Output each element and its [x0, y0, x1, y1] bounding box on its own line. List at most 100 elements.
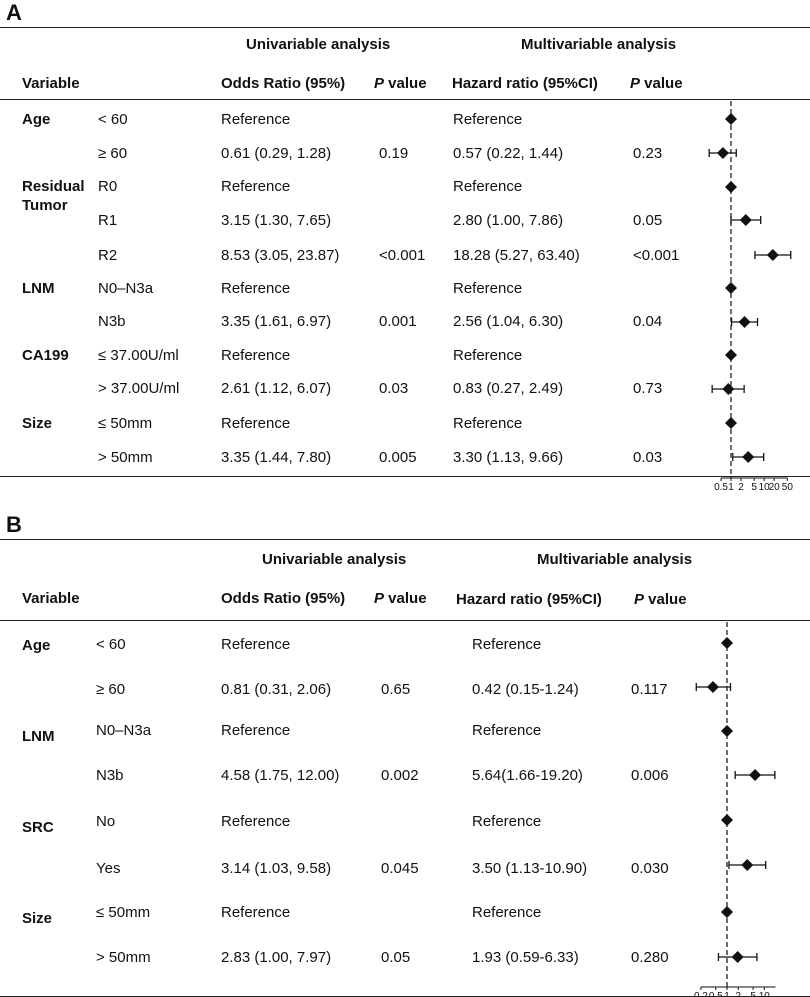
panel-a-row-6-p2: 0.04	[633, 313, 663, 330]
panel-b-univariable-header: Univariable analysis	[262, 551, 407, 568]
panel-a-row-9-hr: Reference	[453, 415, 523, 432]
x-tick-label: 20	[769, 482, 781, 493]
panel-b-group-src: SRC	[22, 819, 54, 836]
estimate-diamond	[721, 637, 733, 649]
panel-a-p-uni-italic: P	[374, 75, 385, 92]
panel-a-row-6-hr: 2.56 (1.04, 6.30)	[453, 313, 564, 330]
panel-b-row-7-or: 2.83 (1.00, 7.97)	[221, 949, 332, 966]
panel-a-row-4-or: 8.53 (3.05, 23.87)	[221, 247, 340, 264]
panel-b-row-5-level: Yes	[96, 860, 121, 877]
estimate-diamond	[721, 814, 733, 826]
panel-b-row-6-or: Reference	[221, 904, 291, 921]
panel-b-row-1-level: ≥ 60	[96, 681, 126, 698]
panel-a-row-1-hr: 0.57 (0.22, 1.44)	[453, 145, 564, 162]
panel-a-row-6-level: N3b	[98, 313, 126, 330]
panel-b-row-2-level: N0–N3a	[96, 722, 152, 739]
x-tick-label: 10	[759, 991, 771, 997]
panel-b-row-6-hr: Reference	[472, 904, 542, 921]
x-tick-label: 0.5	[709, 991, 723, 997]
panel-a-row-6-p1: 0.001	[379, 313, 417, 330]
panel-a-row-3-or: 3.15 (1.30, 7.65)	[221, 212, 332, 229]
panel-a-row-8-p1: 0.03	[379, 380, 409, 397]
panel-a-row-5-level: N0–N3a	[98, 280, 154, 297]
panel-a-row-0-or: Reference	[221, 111, 291, 128]
panel-a-row-1-or: 0.61 (0.29, 1.28)	[221, 145, 332, 162]
panel-b-row-3-p2: 0.006	[631, 767, 669, 784]
panel-a-group-residual-line2: Tumor	[22, 197, 68, 214]
panel-a-p-uni-rest: value	[384, 75, 427, 92]
panel-a-row-10-hr: 3.30 (1.13, 9.66)	[453, 449, 564, 466]
panel-a-group-residual: Residual	[22, 178, 85, 195]
panel-b-group-lnm: LNM	[22, 728, 55, 745]
estimate-diamond	[721, 725, 733, 737]
estimate-diamond	[725, 181, 737, 193]
panel-b-label: B	[6, 512, 22, 537]
x-tick-label: 0.5	[714, 482, 728, 493]
panel-b-row-2-hr: Reference	[472, 722, 542, 739]
panel-b-top-rule	[0, 539, 810, 540]
panel-a-hazard-header: Hazard ratio (95%CI)	[452, 75, 598, 92]
panel-a-p-multi-rest: value	[640, 75, 683, 92]
panel-a-row-0-hr: Reference	[453, 111, 523, 128]
panel-b-row-2-or: Reference	[221, 722, 291, 739]
panel-a-top-rule	[0, 27, 810, 28]
panel-a-row-10-or: 3.35 (1.44, 7.80)	[221, 449, 332, 466]
panel-a-row-7-hr: Reference	[453, 347, 523, 364]
panel-b-row-3-p1: 0.002	[381, 767, 419, 784]
panel-a-row-5-hr: Reference	[453, 280, 523, 297]
panel-b-row-1-p2: 0.117	[631, 681, 668, 698]
panel-a-row-4-hr: 18.28 (5.27, 63.40)	[453, 247, 580, 264]
panel-b-row-4-or: Reference	[221, 813, 291, 830]
x-tick-label: 5	[751, 482, 757, 493]
estimate-diamond	[739, 214, 752, 226]
panel-a-group-age: Age	[22, 111, 51, 128]
panel-a-row-10-p2: 0.03	[633, 449, 663, 466]
panel-b-row-0-level: < 60	[96, 636, 126, 653]
panel-a-group-lnm: LNM	[22, 280, 55, 297]
panel-b-row-6-level: ≤ 50mm	[96, 904, 151, 921]
panel-a-row-3-p2: 0.05	[633, 212, 663, 229]
panel-a-row-8-or: 2.61 (1.12, 6.07)	[221, 380, 332, 397]
panel-a-row-4-level: R2	[98, 247, 118, 264]
x-tick-label: 2	[735, 991, 741, 997]
panel-b-row-0-or: Reference	[221, 636, 291, 653]
panel-a-row-2-level: R0	[98, 178, 118, 195]
panel-a-row-1-p2: 0.23	[633, 145, 663, 162]
panel-a-p-multi-header: P value	[630, 75, 683, 92]
panel-b-p-multi-italic: P	[634, 591, 645, 608]
panel-b-p-multi-header: P value	[634, 591, 687, 608]
estimate-diamond	[731, 951, 744, 963]
estimate-diamond	[721, 906, 733, 918]
x-tick-label: 2	[738, 482, 744, 493]
panel-a-row-9-or: Reference	[221, 415, 291, 432]
panel-a-row-10-p1: 0.005	[379, 449, 417, 466]
panel-a-row-2-hr: Reference	[453, 178, 523, 195]
panel-a-row-4-p1: <0.001	[379, 247, 426, 264]
panel-a-row-5-or: Reference	[221, 280, 291, 297]
panel-a-row-4-p2: <0.001	[633, 247, 680, 264]
estimate-diamond	[738, 316, 751, 328]
panel-a-row-2-or: Reference	[221, 178, 291, 195]
panel-b-row-7-level: > 50mm	[96, 949, 151, 966]
panel-b-row-7-p1: 0.05	[381, 949, 411, 966]
panel-b-row-0-hr: Reference	[472, 636, 542, 653]
panel-b-multivariable-header: Multivariable analysis	[537, 551, 693, 568]
x-tick-label: 1	[724, 991, 730, 997]
panel-b-row-3-hr: 5.64(1.66-19.20)	[472, 767, 583, 784]
panel-b-group-size: Size	[22, 910, 53, 927]
panel-a-row-3-level: R1	[98, 212, 118, 229]
estimate-diamond	[766, 249, 779, 261]
panel-b-row-4-level: No	[96, 813, 116, 830]
panel-a-univariable-header: Univariable analysis	[246, 36, 391, 53]
panel-a-row-7-level: ≤ 37.00U/ml	[98, 347, 179, 364]
x-tick-label: 1	[728, 482, 734, 493]
panel-b-row-3-level: N3b	[96, 767, 124, 784]
panel-a-group-ca199: CA199	[22, 347, 69, 364]
estimate-diamond	[725, 417, 737, 429]
panel-a-row-8-p2: 0.73	[633, 380, 663, 397]
panel-b-row-3-or: 4.58 (1.75, 12.00)	[221, 767, 340, 784]
panel-a-variable-header: Variable	[22, 75, 80, 92]
panel-b-header-rule	[0, 620, 810, 621]
panel-b-p-uni-rest: value	[384, 590, 427, 607]
